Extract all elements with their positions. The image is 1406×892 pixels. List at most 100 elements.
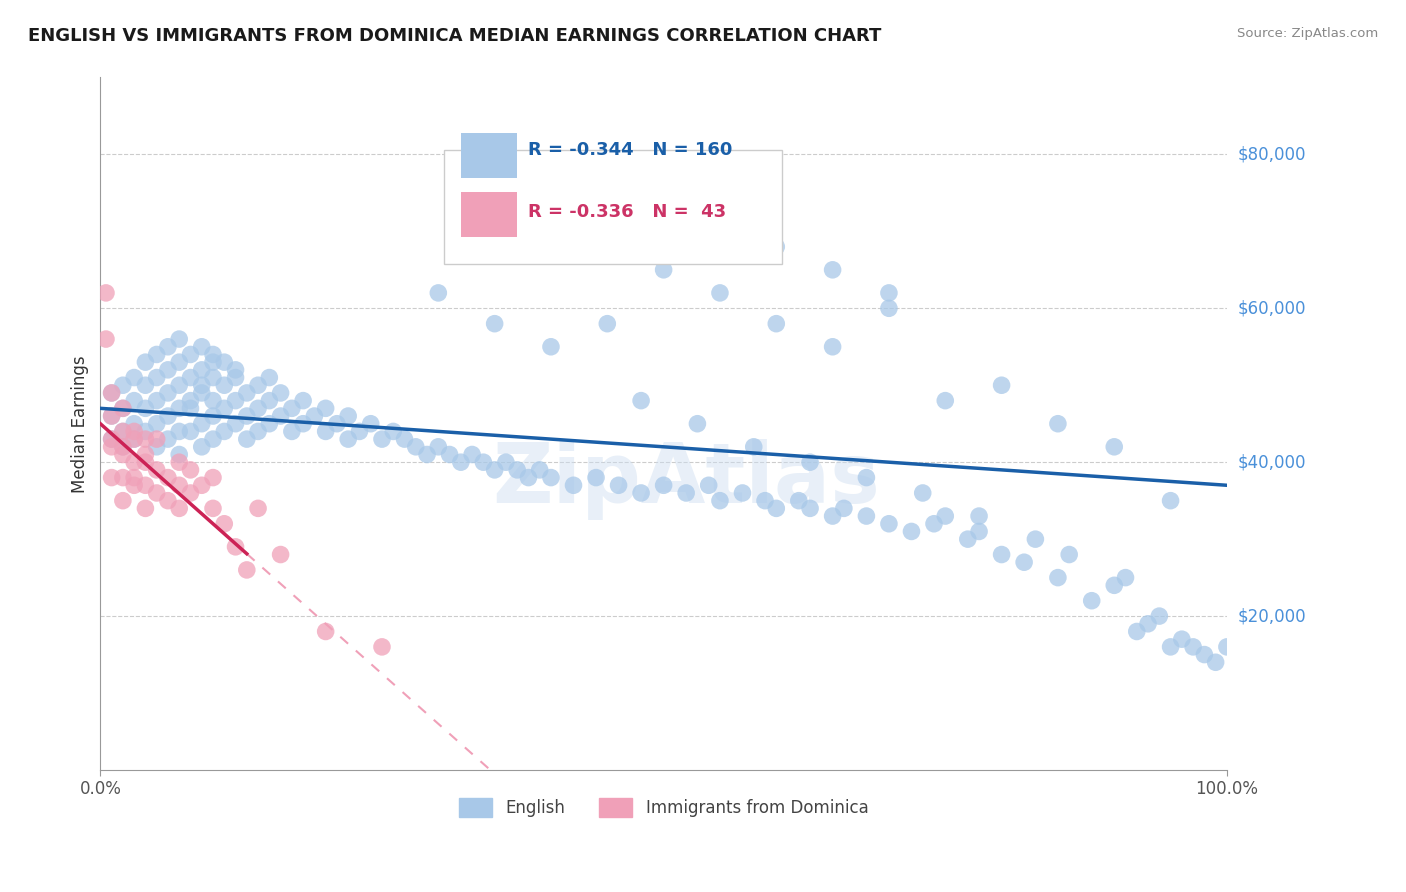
Point bbox=[821, 509, 844, 524]
Point bbox=[214, 378, 236, 392]
Point bbox=[167, 355, 190, 369]
Point bbox=[877, 516, 900, 531]
Point bbox=[122, 393, 145, 408]
Point bbox=[630, 393, 652, 408]
Point bbox=[190, 417, 212, 431]
Point bbox=[247, 401, 270, 416]
Point bbox=[506, 463, 529, 477]
Point bbox=[787, 493, 810, 508]
Point bbox=[214, 425, 236, 439]
Point bbox=[765, 317, 787, 331]
Point bbox=[225, 417, 247, 431]
Point bbox=[934, 393, 956, 408]
Point bbox=[326, 417, 349, 431]
Point bbox=[765, 240, 787, 254]
Point bbox=[111, 401, 134, 416]
Point bbox=[111, 401, 134, 416]
Point bbox=[134, 432, 156, 446]
Point bbox=[214, 401, 236, 416]
Point bbox=[145, 370, 167, 384]
Point bbox=[270, 548, 292, 562]
Point bbox=[134, 355, 156, 369]
Point bbox=[122, 478, 145, 492]
Point bbox=[134, 478, 156, 492]
Point bbox=[281, 401, 304, 416]
Point bbox=[236, 432, 259, 446]
Point bbox=[799, 455, 821, 469]
Point bbox=[292, 393, 315, 408]
Point bbox=[1115, 571, 1137, 585]
Point bbox=[382, 425, 405, 439]
Point bbox=[495, 455, 517, 469]
Point bbox=[1046, 571, 1069, 585]
Point bbox=[100, 409, 122, 423]
FancyBboxPatch shape bbox=[444, 150, 782, 264]
Point bbox=[111, 448, 134, 462]
Point bbox=[145, 432, 167, 446]
Point bbox=[765, 501, 787, 516]
Point bbox=[652, 262, 675, 277]
Point bbox=[1012, 555, 1035, 569]
Point bbox=[416, 448, 439, 462]
Point bbox=[201, 432, 224, 446]
Point bbox=[652, 478, 675, 492]
Point bbox=[201, 501, 224, 516]
Point bbox=[371, 432, 394, 446]
Point bbox=[1194, 648, 1216, 662]
Point bbox=[100, 432, 122, 446]
Point bbox=[427, 440, 450, 454]
Point bbox=[484, 317, 506, 331]
Point bbox=[439, 448, 461, 462]
Point bbox=[122, 455, 145, 469]
Point bbox=[134, 401, 156, 416]
Point bbox=[236, 563, 259, 577]
Point bbox=[100, 440, 122, 454]
Text: $40,000: $40,000 bbox=[1239, 453, 1306, 471]
Point bbox=[225, 370, 247, 384]
Point bbox=[585, 470, 607, 484]
Point bbox=[167, 478, 190, 492]
Point bbox=[709, 285, 731, 300]
Point bbox=[1160, 493, 1182, 508]
Y-axis label: Median Earnings: Median Earnings bbox=[72, 355, 89, 492]
Point bbox=[259, 393, 281, 408]
Text: R = -0.336   N =  43: R = -0.336 N = 43 bbox=[529, 203, 727, 221]
Point bbox=[190, 386, 212, 401]
Point bbox=[167, 378, 190, 392]
Point bbox=[167, 425, 190, 439]
Text: $80,000: $80,000 bbox=[1239, 145, 1306, 163]
Point bbox=[100, 432, 122, 446]
Point bbox=[111, 440, 134, 454]
Point bbox=[427, 285, 450, 300]
Point bbox=[1126, 624, 1149, 639]
Point bbox=[877, 285, 900, 300]
Point bbox=[145, 417, 167, 431]
Point bbox=[214, 516, 236, 531]
Point bbox=[259, 417, 281, 431]
Point bbox=[540, 340, 562, 354]
Point bbox=[630, 486, 652, 500]
Point bbox=[201, 409, 224, 423]
Point bbox=[461, 448, 484, 462]
Point bbox=[281, 425, 304, 439]
Point bbox=[179, 393, 201, 408]
Point bbox=[540, 470, 562, 484]
Point bbox=[259, 370, 281, 384]
Point bbox=[686, 417, 709, 431]
Point bbox=[315, 624, 337, 639]
Point bbox=[236, 386, 259, 401]
Point bbox=[94, 285, 117, 300]
Point bbox=[607, 478, 630, 492]
Point bbox=[122, 425, 145, 439]
Legend: English, Immigrants from Dominica: English, Immigrants from Dominica bbox=[453, 791, 875, 824]
Point bbox=[315, 425, 337, 439]
Point bbox=[111, 378, 134, 392]
Point bbox=[709, 240, 731, 254]
Point bbox=[270, 386, 292, 401]
Text: ENGLISH VS IMMIGRANTS FROM DOMINICA MEDIAN EARNINGS CORRELATION CHART: ENGLISH VS IMMIGRANTS FROM DOMINICA MEDI… bbox=[28, 27, 882, 45]
Point bbox=[821, 340, 844, 354]
Point bbox=[956, 532, 979, 546]
Point bbox=[145, 463, 167, 477]
Point bbox=[100, 386, 122, 401]
Point bbox=[156, 386, 179, 401]
